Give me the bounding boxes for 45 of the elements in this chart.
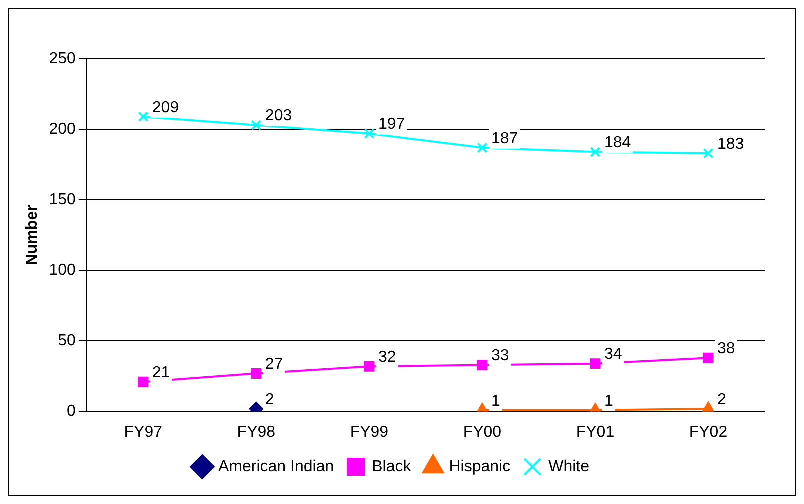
point <box>703 148 714 159</box>
x-tick-label: FY00 <box>463 424 502 441</box>
data-label: 2 <box>265 391 274 408</box>
y-tick-label: 200 <box>49 120 76 138</box>
data-label: 203 <box>265 108 292 125</box>
point <box>590 358 601 370</box>
legend-label: White <box>548 458 590 476</box>
data-label: 184 <box>604 134 632 152</box>
y-tick-label: 150 <box>49 192 76 209</box>
data-label: 2 <box>717 391 726 408</box>
point <box>251 120 262 131</box>
y-tick-label: 0 <box>66 403 76 420</box>
data-label: 197 <box>378 116 406 134</box>
point <box>138 376 149 388</box>
data-label: 32 <box>378 349 396 366</box>
y-tick-label: 250 <box>49 50 76 68</box>
data-label: 187 <box>491 130 518 148</box>
data-label: 183 <box>717 136 744 153</box>
data-label: 38 <box>717 340 736 358</box>
data-label: 209 <box>152 99 180 116</box>
x-tick-label: FY02 <box>689 424 728 441</box>
y-axis-title: Number <box>24 205 42 266</box>
x-tick-label: FY97 <box>124 424 163 441</box>
x-tick-label: FY98 <box>237 424 276 441</box>
legend-label: American Indian <box>218 458 334 476</box>
x-tick-label: FY01 <box>576 424 615 441</box>
point <box>703 352 714 364</box>
x-tick-label: FY99 <box>350 424 389 441</box>
point <box>590 146 601 158</box>
y-tick-label: 50 <box>58 332 76 350</box>
y-tick-label: 100 <box>49 262 76 280</box>
legend-label: Hispanic <box>449 458 511 476</box>
data-label: 33 <box>491 348 510 365</box>
point <box>364 128 375 140</box>
data-label: 34 <box>604 346 622 364</box>
point <box>477 360 488 370</box>
data-label: 1 <box>491 392 500 410</box>
point <box>138 112 149 122</box>
legend-label: Black <box>372 458 412 476</box>
data-label: 1 <box>604 392 614 410</box>
data-label: 27 <box>265 356 284 374</box>
point <box>477 142 488 154</box>
point <box>364 361 375 372</box>
data-label: 21 <box>152 364 170 382</box>
point <box>251 368 262 379</box>
